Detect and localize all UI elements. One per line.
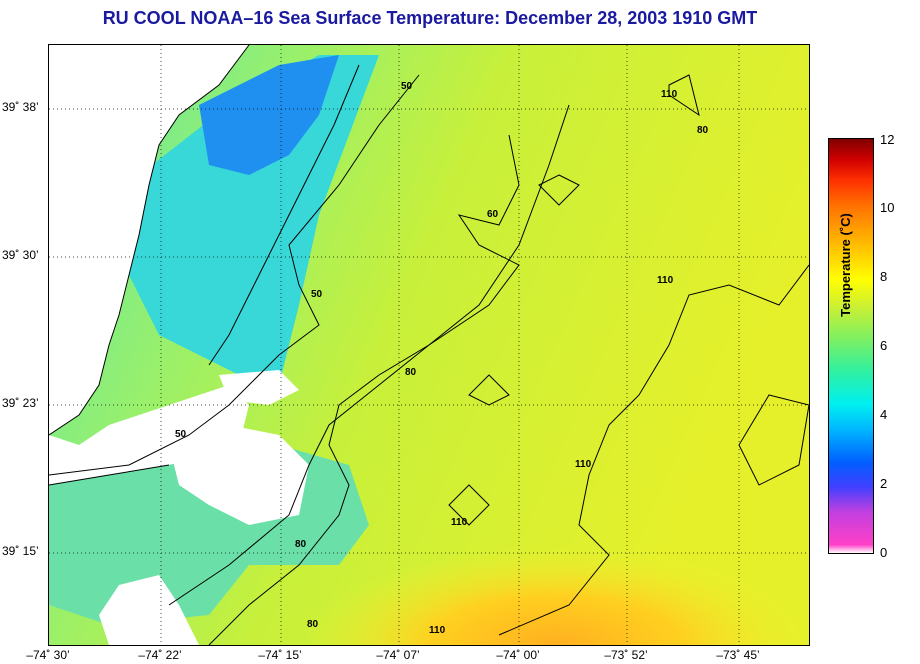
- contour-110-b: [448, 74, 700, 526]
- colorbar-tick: 12: [880, 132, 895, 147]
- contour-label: 110: [661, 89, 678, 100]
- colorbar-tick: 4: [880, 407, 888, 422]
- barrier-island: [208, 64, 360, 366]
- sst-map: 50 50 50 60 80 80 80 80 110 110 110 110 …: [48, 44, 810, 646]
- land-new-jersey: [49, 45, 249, 435]
- contour-60: [168, 134, 520, 606]
- lat-label: 39˚ 30’: [2, 248, 39, 262]
- sst-map-canvas: 50 50 50 60 80 80 80 80 110 110 110 110 …: [49, 45, 809, 645]
- contour-label: 110: [451, 517, 468, 528]
- lon-label: –74˚ 22’: [138, 648, 182, 662]
- contour-label: 80: [295, 539, 307, 550]
- cloud-mask-1: [169, 425, 309, 525]
- coastline: [49, 45, 250, 486]
- contour-label: 50: [401, 81, 413, 92]
- contour-label: 80: [307, 619, 319, 630]
- contour-50: [49, 74, 420, 476]
- colorbar-tick: 8: [880, 269, 888, 284]
- lon-label: –74˚ 07’: [376, 648, 420, 662]
- lat-label: 39˚ 23’: [2, 396, 39, 410]
- coastal-cool-water: [129, 55, 379, 385]
- contour-label: 60: [487, 209, 499, 220]
- map-title: RU COOL NOAA–16 Sea Surface Temperature:…: [102, 8, 758, 28]
- colorbar-tick: 10: [880, 200, 895, 215]
- contour-110-c: [738, 394, 809, 486]
- colorbar-tick: 0: [880, 545, 888, 560]
- contour-label: 50: [311, 289, 323, 300]
- contour-label: 110: [429, 625, 446, 636]
- lon-label: –74˚ 00’: [496, 648, 540, 662]
- contour-label: 80: [405, 367, 417, 378]
- lon-label: –73˚ 45’: [716, 648, 760, 662]
- contour-label: 110: [657, 275, 674, 286]
- colorbar-tick: 6: [880, 338, 888, 353]
- lon-label: –74˚ 15’: [258, 648, 302, 662]
- lon-label: –73˚ 52’: [604, 648, 648, 662]
- cloud-mask-2: [99, 575, 199, 645]
- land-cape: [49, 385, 249, 485]
- colorbar-tick: 2: [880, 476, 888, 491]
- contour-label: 110: [575, 459, 592, 470]
- cloud-mask-3: [219, 370, 299, 405]
- colorbar-label: Temperature (˚C): [838, 213, 853, 317]
- lon-label: –74˚ 30’: [26, 648, 70, 662]
- contour-label: 50: [175, 429, 187, 440]
- contour-110-a: [498, 264, 809, 636]
- coastal-cold-water: [199, 55, 339, 175]
- lat-label: 39˚ 15’: [2, 544, 39, 558]
- contour-label: 80: [697, 125, 709, 136]
- lat-label: 39˚ 38’: [2, 100, 39, 114]
- temperature-colorbar: [828, 138, 874, 554]
